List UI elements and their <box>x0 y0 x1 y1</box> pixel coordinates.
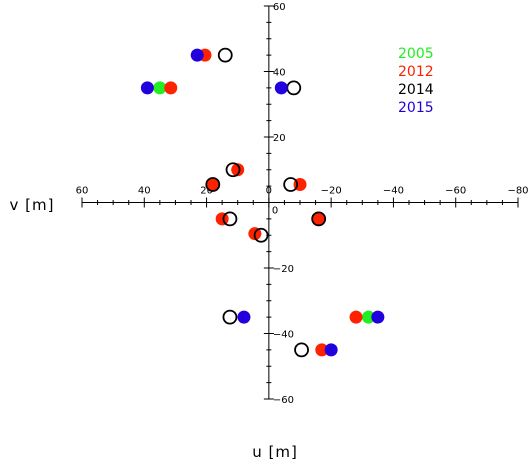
data-point-2014 <box>253 227 269 243</box>
data-point-2014 <box>286 80 302 96</box>
data-point-2014 <box>294 342 309 358</box>
data-point-2012 <box>206 177 220 191</box>
y-tick-label: −20 <box>273 264 294 275</box>
data-point-2012 <box>349 310 363 324</box>
x-tick-label: −40 <box>383 186 404 197</box>
legend: 2005 2012 2014 2015 <box>398 46 434 116</box>
data-point-2014 <box>217 47 233 63</box>
x-tick-label: −60 <box>445 186 466 197</box>
x-tick-label: −80 <box>507 186 528 197</box>
data-point-2015 <box>371 310 385 324</box>
legend-entry-2014: 2014 <box>398 82 434 98</box>
axes-layer: 60 40 20 0 −20 −40 −60 −80 60 40 20 0 −20 −40 −60 <box>76 2 529 406</box>
x-tick-label: −20 <box>321 186 342 197</box>
data-point-2012 <box>312 212 326 226</box>
data-point-2012 <box>231 163 245 177</box>
data-point-2012 <box>315 343 329 357</box>
y-tick-label: −40 <box>273 330 294 341</box>
y-tick-label: 60 <box>273 2 286 13</box>
data-point-2014 <box>225 162 241 178</box>
data-point-2015 <box>190 48 204 62</box>
y-tick-label: 20 <box>273 133 286 144</box>
data-point-2014 <box>222 211 238 227</box>
legend-entry-2012: 2012 <box>398 64 434 80</box>
data-point-2005 <box>153 81 167 95</box>
legend-entry-2005: 2005 <box>398 46 434 62</box>
data-point-2014 <box>283 177 299 192</box>
x-tick-label: 0 <box>266 186 272 197</box>
x-tick-label: 40 <box>138 186 151 197</box>
data-point-2015 <box>274 81 288 95</box>
data-point-2014 <box>311 211 327 227</box>
data-point-2015 <box>237 310 251 324</box>
data-point-2015 <box>140 81 154 95</box>
x-tick-label: 20 <box>200 186 213 197</box>
legend-entry-2015: 2015 <box>398 100 434 116</box>
data-point-2012 <box>215 212 229 226</box>
y-tick-label: 0 <box>272 206 278 217</box>
data-point-2015 <box>324 343 338 357</box>
data-point-2012 <box>164 81 178 95</box>
y-axis-title: v [m] <box>10 196 55 214</box>
points-layer <box>140 47 385 358</box>
y-tick-label: −60 <box>273 395 294 406</box>
y-tick-label: 40 <box>273 68 286 79</box>
data-point-2014 <box>205 177 221 192</box>
x-tick-label: 60 <box>76 186 89 197</box>
data-point-2005 <box>362 310 376 324</box>
x-axis-title: u [m] <box>252 443 298 461</box>
data-point-2014 <box>222 309 238 325</box>
